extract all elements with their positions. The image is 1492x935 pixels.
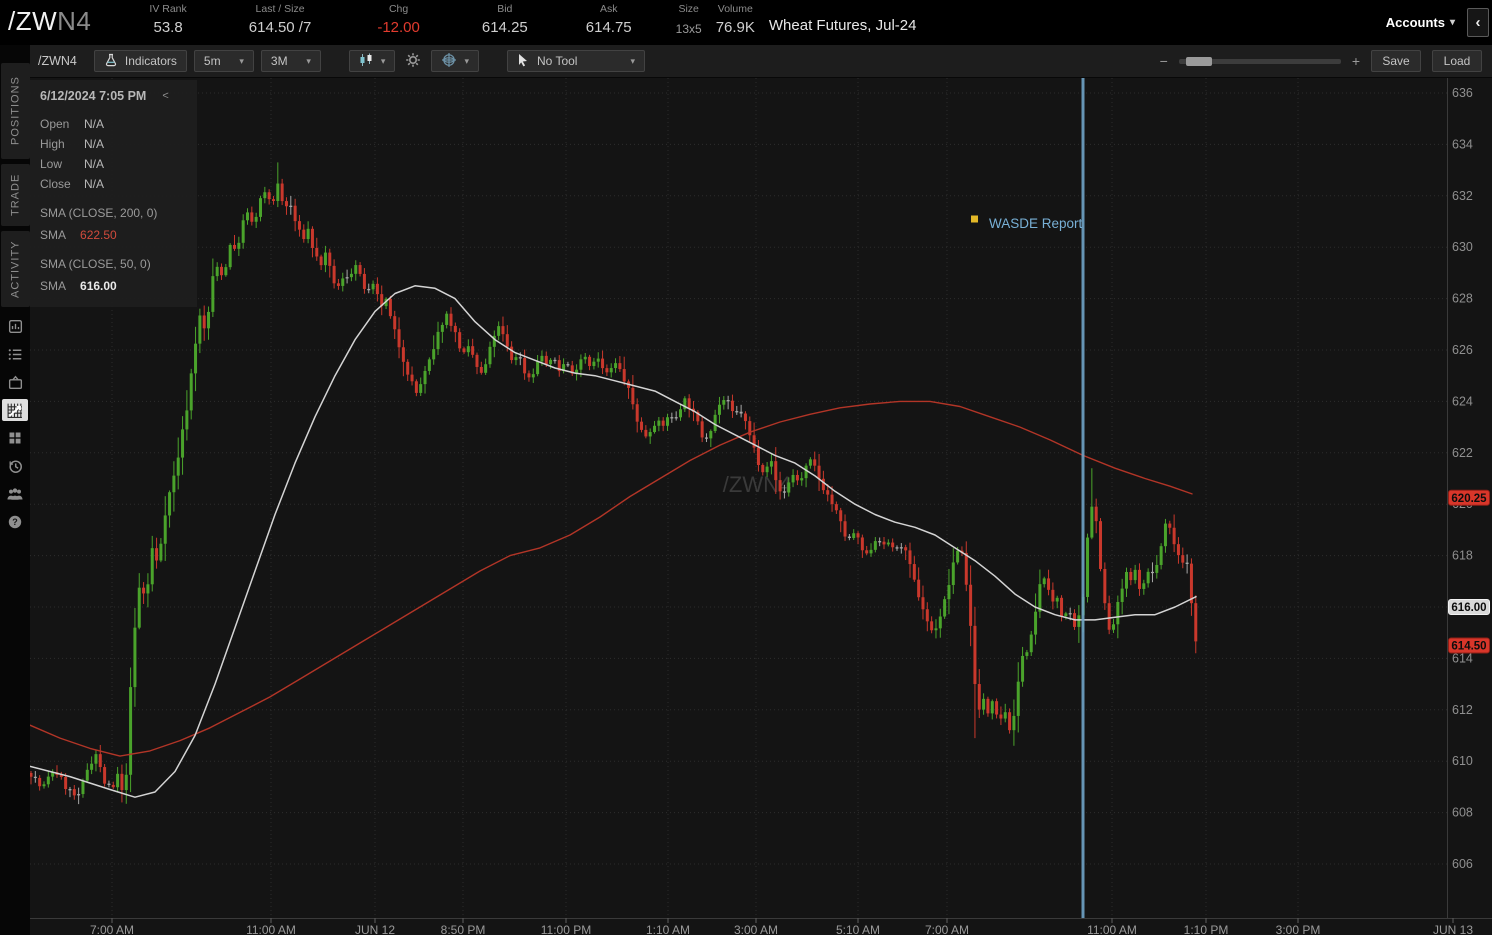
svg-text:8:50 PM: 8:50 PM xyxy=(441,923,486,935)
collapse-info-icon[interactable]: < xyxy=(162,90,169,102)
tv-icon[interactable] xyxy=(2,371,28,393)
svg-text:636: 636 xyxy=(1452,86,1473,100)
save-button[interactable]: Save xyxy=(1371,50,1421,72)
svg-text:3:00 PM: 3:00 PM xyxy=(1276,923,1321,935)
chevron-down-icon: ▾ xyxy=(239,55,244,66)
sidebar-tab-trade[interactable]: TRADE xyxy=(0,164,30,226)
quote-field-ask: Ask 614.75 xyxy=(585,3,632,36)
svg-text:630: 630 xyxy=(1452,240,1473,254)
zoom-slider-handle[interactable] xyxy=(1185,56,1212,66)
svg-text:614.50: 614.50 xyxy=(1451,641,1486,653)
instrument-description: Wheat Futures, Jul-24 xyxy=(768,17,917,34)
svg-text:612: 612 xyxy=(1452,703,1473,717)
top-quote-bar: /ZWN4 IV Rank 53.8 Last / Size 614.50 /7 Chg… xyxy=(0,0,1492,45)
sma50-header: SMA (CLOSE, 50, 0) xyxy=(40,257,151,271)
watchlist-icon[interactable] xyxy=(2,343,28,365)
ohlc-info-panel: 6/12/2024 7:05 PM < Open N/A High N/A Low N/A… xyxy=(30,80,197,307)
chart-area: /ZWN4 WASDE Report 636 634 632 630 628 626 624 62… xyxy=(30,78,1492,935)
svg-text:3:00 AM: 3:00 AM xyxy=(734,923,778,935)
svg-text:1:10 PM: 1:10 PM xyxy=(1184,923,1229,935)
svg-text:7:00 AM: 7:00 AM xyxy=(90,923,134,935)
svg-text:610: 610 xyxy=(1452,754,1473,768)
gear-icon xyxy=(405,52,421,71)
svg-text:620.25: 620.25 xyxy=(1451,493,1487,505)
ticker-symbol: /ZWN4 xyxy=(8,6,92,36)
drawing-tool-dropdown[interactable]: No Tool ▾ xyxy=(506,50,645,72)
left-sidebar: POSITIONS TRADE ACTIVITY ? xyxy=(0,45,30,935)
ohlc-row-high: High N/A xyxy=(40,137,105,151)
sidebar-tab-activity[interactable]: ACTIVITY xyxy=(0,231,30,307)
crosshair-style-dropdown[interactable]: ▾ xyxy=(431,50,479,72)
zoom-slider[interactable] xyxy=(1178,56,1341,66)
svg-text:5:10 AM: 5:10 AM xyxy=(836,923,880,935)
quote-field-last-size: Last / Size 614.50 /7 xyxy=(248,3,312,36)
chevron-down-icon: ▾ xyxy=(380,55,386,66)
svg-text:1:10 AM: 1:10 AM xyxy=(646,923,690,935)
dashboard-icon[interactable] xyxy=(2,427,28,449)
quote-board-icon[interactable] xyxy=(2,315,28,337)
svg-text:606: 606 xyxy=(1452,857,1473,871)
crosshair-datetime: 6/12/2024 7:05 PM < xyxy=(40,89,169,103)
svg-text:11:00 AM: 11:00 AM xyxy=(1087,923,1137,935)
chevron-down-icon: ▾ xyxy=(630,55,635,66)
svg-text:622: 622 xyxy=(1452,446,1473,460)
svg-text:614: 614 xyxy=(1452,651,1473,665)
sidebar-tab-positions[interactable]: POSITIONS xyxy=(0,63,30,159)
svg-text:7:00 AM: 7:00 AM xyxy=(925,923,969,935)
chart-settings-gear-button[interactable] xyxy=(402,50,424,72)
range-dropdown[interactable]: 3M ▾ xyxy=(260,50,321,72)
svg-text:11:00 PM: 11:00 PM xyxy=(541,923,591,935)
svg-text:634: 634 xyxy=(1452,137,1473,151)
community-icon[interactable] xyxy=(2,483,28,505)
svg-text:JUN 12: JUN 12 xyxy=(355,923,395,935)
chart-symbol-label: /ZWN4 xyxy=(38,54,77,68)
flask-icon xyxy=(104,53,118,70)
load-button[interactable]: Load xyxy=(1432,50,1482,72)
svg-text:11:00 AM: 11:00 AM xyxy=(246,923,296,935)
quote-fields: IV Rank 53.8 Last / Size 614.50 /7 Chg -12.00… xyxy=(113,0,754,45)
help-icon[interactable]: ? xyxy=(2,511,28,533)
svg-text:632: 632 xyxy=(1452,189,1473,203)
cursor-arrow-icon xyxy=(517,53,530,70)
indicators-button[interactable]: Indicators xyxy=(93,50,187,72)
history-icon[interactable] xyxy=(2,455,28,477)
svg-text:?: ? xyxy=(12,517,18,527)
svg-text:626: 626 xyxy=(1452,343,1473,357)
ohlc-row-low: Low N/A xyxy=(40,157,105,171)
chart-style-dropdown[interactable]: ▾ xyxy=(348,50,396,72)
quote-field-bid: Bid 614.25 xyxy=(481,3,528,36)
accounts-menu[interactable]: Accounts ▾ xyxy=(1385,15,1455,30)
chevron-down-icon: ▾ xyxy=(1449,17,1455,28)
timeframe-dropdown[interactable]: 5m ▾ xyxy=(193,50,254,72)
chevron-down-icon: ▾ xyxy=(306,55,311,66)
sma50-value-row: SMA 616.00 xyxy=(40,279,117,293)
chevron-down-icon: ▾ xyxy=(464,55,469,66)
svg-text:616.00: 616.00 xyxy=(1451,602,1486,614)
svg-text:WASDE Report: WASDE Report xyxy=(989,216,1083,231)
chart-toolbar: /ZWN4 Indicators 5m ▾ 3M ▾ xyxy=(30,45,1492,78)
ohlc-row-open: Open N/A xyxy=(40,117,105,131)
crosshair-globe-icon xyxy=(441,52,457,71)
quote-field-chg: Chg -12.00 xyxy=(377,3,420,36)
svg-text:618: 618 xyxy=(1452,549,1473,563)
zoom-in-button[interactable]: + xyxy=(1351,53,1360,69)
chart-icon[interactable] xyxy=(2,399,28,421)
sma200-value-row: SMA 622.50 xyxy=(40,228,117,242)
candlestick-icon xyxy=(359,53,374,70)
svg-text:628: 628 xyxy=(1452,292,1473,306)
svg-text:JUN 13: JUN 13 xyxy=(1433,923,1473,935)
quote-field-iv-rank: IV Rank 53.8 xyxy=(149,3,187,36)
svg-text:608: 608 xyxy=(1452,806,1473,820)
quote-field-size: Size 13x5 xyxy=(675,3,702,36)
zoom-out-button[interactable]: − xyxy=(1159,53,1168,69)
ohlc-row-close: Close N/A xyxy=(40,177,105,191)
sma200-header: SMA (CLOSE, 200, 0) xyxy=(40,206,158,220)
quote-field-volume: Volume 76.9K xyxy=(715,3,755,36)
collapse-panel-button[interactable]: ‹ xyxy=(1467,8,1489,37)
svg-text:624: 624 xyxy=(1452,394,1473,408)
